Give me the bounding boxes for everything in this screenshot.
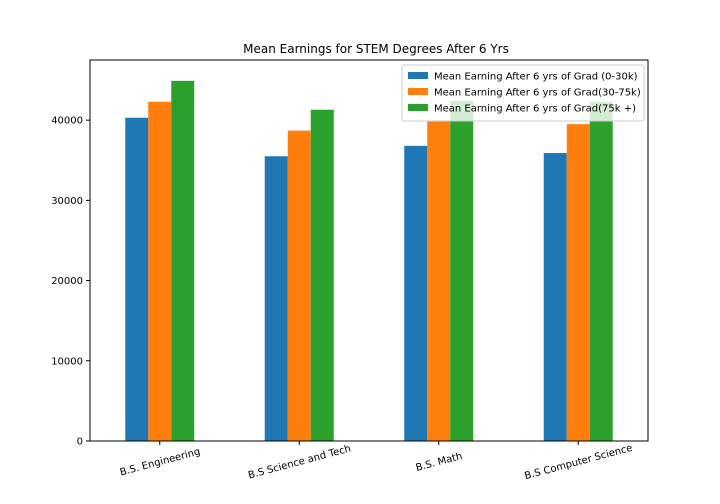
bar-series-1-b-s-engineering [125, 117, 149, 441]
bar-series-3-b-s-math [450, 100, 474, 441]
bar-series-1-b-s-science-and-tech [264, 156, 288, 441]
legend-label: Mean Earning After 6 yrs of Grad(75k +) [434, 104, 636, 115]
legend-label: Mean Earning After 6 yrs of Grad(30-75k) [434, 88, 641, 99]
x-tick-label: B.S. Engineering [119, 446, 202, 478]
bar-series-3-b-s-engineering [171, 80, 195, 441]
bars-group [125, 80, 613, 442]
bar-series-2-b-s-computer-science [566, 124, 590, 442]
y-tick-label: 0 [77, 437, 83, 448]
chart-title: Mean Earnings for STEM Degrees After 6 Y… [243, 42, 509, 56]
bar-series-3-b-s-computer-science [589, 101, 613, 442]
bar-series-1-b-s-computer-science [543, 153, 567, 442]
x-tick-label: B.S Computer Science [523, 443, 633, 482]
y-tick-label: 10000 [51, 356, 83, 367]
legend-swatch [408, 104, 428, 111]
x-tick-label: B.S. Math [415, 451, 464, 474]
bar-series-2-b-s-engineering [148, 101, 172, 442]
bar-series-3-b-s-science-and-tech [310, 109, 334, 441]
y-tick-label: 40000 [51, 116, 83, 127]
y-tick-label: 30000 [51, 196, 83, 207]
bar-series-2-b-s-math [427, 120, 451, 442]
legend-box [401, 64, 645, 122]
legend-swatch [408, 88, 428, 95]
legend-label: Mean Earning After 6 yrs of Grad (0-30k) [434, 72, 638, 83]
axes-frame [89, 59, 649, 442]
y-tick-label: 20000 [51, 276, 83, 287]
legend: Mean Earning After 6 yrs of Grad (0-30k)… [401, 64, 645, 122]
bar-series-1-b-s-math [404, 145, 428, 441]
legend-swatch [408, 72, 428, 79]
x-tick-label: B.S Science and Tech [247, 443, 352, 481]
bar-series-2-b-s-science-and-tech [287, 130, 311, 441]
